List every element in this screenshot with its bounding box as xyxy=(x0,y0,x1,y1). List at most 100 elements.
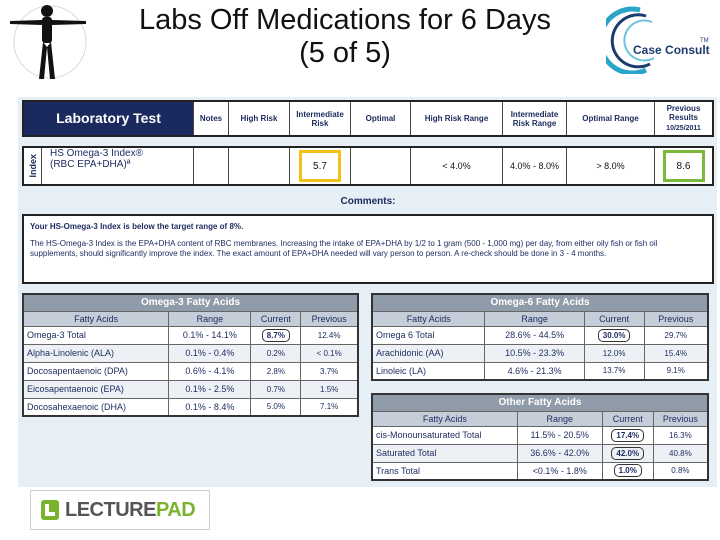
current-value-badge: 1.0% xyxy=(613,464,642,478)
header-optimal-range: Optimal Range xyxy=(567,102,655,135)
omega3-title: Omega-3 Fatty Acids xyxy=(22,293,359,312)
table-row: Saturated Total 36.6% - 42.0% 42.0% 40.8… xyxy=(371,443,709,463)
fatty-acid-range: 11.5% - 20.5% xyxy=(516,425,603,445)
fatty-acid-previous: 29.7% xyxy=(643,325,709,345)
fatty-acid-previous: 40.8% xyxy=(652,443,709,463)
fatty-acid-range: 36.6% - 42.0% xyxy=(516,443,603,463)
lecturepad-logo: LECTUREPAD xyxy=(30,490,210,530)
comments-lead: Your HS-Omega-3 Index is below the targe… xyxy=(30,222,244,231)
previous-cell: 8.6 xyxy=(655,148,712,184)
comments-heading: Comments: xyxy=(340,196,396,207)
fatty-acid-name: Eicosapentaenoic (EPA) xyxy=(22,379,170,399)
fatty-acid-previous: 7.1% xyxy=(300,397,359,417)
other-header-fatty-acids: Fatty Acids xyxy=(371,410,518,427)
fatty-acid-current: 30.0% xyxy=(583,325,645,345)
previous-results-date: 10/25/2011 xyxy=(666,125,701,132)
fatty-acid-current: 1.0% xyxy=(601,461,654,481)
fatty-acid-current: 13.7% xyxy=(583,361,645,381)
omega3-header-fatty-acids: Fatty Acids xyxy=(22,310,170,327)
current-value-badge: 8.7% xyxy=(261,328,290,342)
fatty-acid-name: Alpha-Linolenic (ALA) xyxy=(22,343,170,363)
fatty-acid-previous: 15.4% xyxy=(643,343,709,363)
slide-title-line2: (5 of 5) xyxy=(299,37,391,69)
slide-title-line1: Labs Off Medications for 6 Days xyxy=(138,4,552,36)
omega6-header-fatty-acids: Fatty Acids xyxy=(371,310,486,327)
fatty-acid-name: Docosahexaenoic (DHA) xyxy=(22,397,170,417)
fatty-acid-current: 2.8% xyxy=(250,361,302,381)
fatty-acid-name: Linoleic (LA) xyxy=(371,361,486,381)
fatty-acid-range: 0.1% - 2.5% xyxy=(168,379,252,399)
omega6-header-current: Current xyxy=(583,310,645,327)
fatty-acid-range: 0.6% - 4.1% xyxy=(168,361,252,381)
header-high-risk: High Risk xyxy=(229,102,290,135)
lecturepad-wordmark-b: PAD xyxy=(155,498,196,521)
omega6-header-range: Range xyxy=(484,310,585,327)
omega3-table: Omega-3 Fatty Acids Fatty Acids Range Cu… xyxy=(22,293,359,417)
omega3-header-range: Range xyxy=(168,310,252,327)
fatty-acid-range: 0.1% - 8.4% xyxy=(168,397,252,417)
table-row: cis-Monounsaturated Total 11.5% - 20.5% … xyxy=(371,425,709,445)
omega3-header-previous: Previous xyxy=(300,310,359,327)
fatty-acid-name: Trans Total xyxy=(371,461,518,481)
lecturepad-wordmark: LECTUREPAD xyxy=(65,498,196,522)
omega6-title: Omega-6 Fatty Acids xyxy=(371,293,709,312)
slide-title: Labs Off Medications for 6 Days (5 of 5) xyxy=(95,4,595,70)
fatty-acid-previous: 1.5% xyxy=(300,379,359,399)
current-value-badge: 17.4% xyxy=(611,428,645,442)
table-row: Omega-3 Total 0.1% - 14.1% 8.7% 12.4% xyxy=(22,325,359,345)
fatty-acid-name: Arachidonic (AA) xyxy=(371,343,486,363)
table-row: Docosapentaenoic (DPA) 0.6% - 4.1% 2.8% … xyxy=(22,361,359,381)
fatty-acid-previous: 12.4% xyxy=(300,325,359,345)
table-row: Eicosapentaenoic (EPA) 0.1% - 2.5% 0.7% … xyxy=(22,379,359,399)
fatty-acid-current: 0.7% xyxy=(250,379,302,399)
fatty-acid-current: 17.4% xyxy=(601,425,654,445)
other-header-range: Range xyxy=(516,410,603,427)
comments-box: Your HS-Omega-3 Index is below the targe… xyxy=(22,214,714,284)
header-optimal: Optimal xyxy=(351,102,411,135)
other-title: Other Fatty Acids xyxy=(371,393,709,412)
fatty-acid-name: Saturated Total xyxy=(371,443,518,463)
header-high-risk-range: High Risk Range xyxy=(411,102,503,135)
omega3-header-current: Current xyxy=(250,310,302,327)
index-label-cell: Index xyxy=(24,148,42,184)
lecturepad-wordmark-a: LECTURE xyxy=(65,498,156,521)
test-name-line2: (RBC EPA+DHA)ª xyxy=(50,159,131,170)
test-name-line1: HS Omega-3 Index® xyxy=(50,148,143,159)
fatty-acid-range: 0.1% - 0.4% xyxy=(168,343,252,363)
fatty-acid-range: 28.6% - 44.5% xyxy=(484,325,585,345)
notes-cell xyxy=(194,148,229,184)
index-label: Index xyxy=(27,154,38,178)
table-row: Alpha-Linolenic (ALA) 0.1% - 0.4% 0.2% <… xyxy=(22,343,359,363)
trademark-mark: TM xyxy=(700,38,709,44)
fatty-acid-name: Omega 6 Total xyxy=(371,325,486,345)
fatty-acid-range: 0.1% - 14.1% xyxy=(168,325,252,345)
fatty-acid-previous: 0.8% xyxy=(652,461,709,481)
header-laboratory-test: Laboratory Test xyxy=(24,102,194,135)
header-notes: Notes xyxy=(194,102,229,135)
intermediate-range-cell: 4.0% - 8.0% xyxy=(503,148,567,184)
fatty-acid-previous: 9.1% xyxy=(643,361,709,381)
high-risk-range-cell: < 4.0% xyxy=(411,148,503,184)
fatty-acid-name: Omega-3 Total xyxy=(22,325,170,345)
omega6-table: Omega-6 Fatty Acids Fatty Acids Range Cu… xyxy=(371,293,709,381)
header-intermediate-risk-range: Intermediate Risk Range xyxy=(503,102,567,135)
header-previous-results: Previous Results 10/25/2011 xyxy=(655,102,712,135)
fatty-acid-range: <0.1% - 1.8% xyxy=(516,461,603,481)
current-value-badge: 30.0% xyxy=(597,328,631,342)
fatty-acid-current: 12.0% xyxy=(583,343,645,363)
table-row: Omega 6 Total 28.6% - 44.5% 30.0% 29.7% xyxy=(371,325,709,345)
previous-results-label: Previous Results xyxy=(666,104,701,122)
omega6-header-previous: Previous xyxy=(643,310,709,327)
table-row: Arachidonic (AA) 10.5% - 23.3% 12.0% 15.… xyxy=(371,343,709,363)
current-value-badge: 42.0% xyxy=(611,446,645,460)
fatty-acid-current: 5.0% xyxy=(250,397,302,417)
previous-value-box: 8.6 xyxy=(662,150,705,182)
lecturepad-icon xyxy=(41,500,59,520)
header-intermediate-risk: Intermediate Risk xyxy=(290,102,351,135)
case-consult-logo: Case Consult TM xyxy=(597,6,714,76)
fatty-acid-previous: < 0.1% xyxy=(300,343,359,363)
test-name-cell: HS Omega-3 Index® (RBC EPA+DHA)ª xyxy=(42,148,194,184)
case-consult-text: Case Consult xyxy=(633,43,710,57)
fatty-acid-name: cis-Monounsaturated Total xyxy=(371,425,518,445)
index-row: Index HS Omega-3 Index® (RBC EPA+DHA)ª 5… xyxy=(22,146,714,186)
